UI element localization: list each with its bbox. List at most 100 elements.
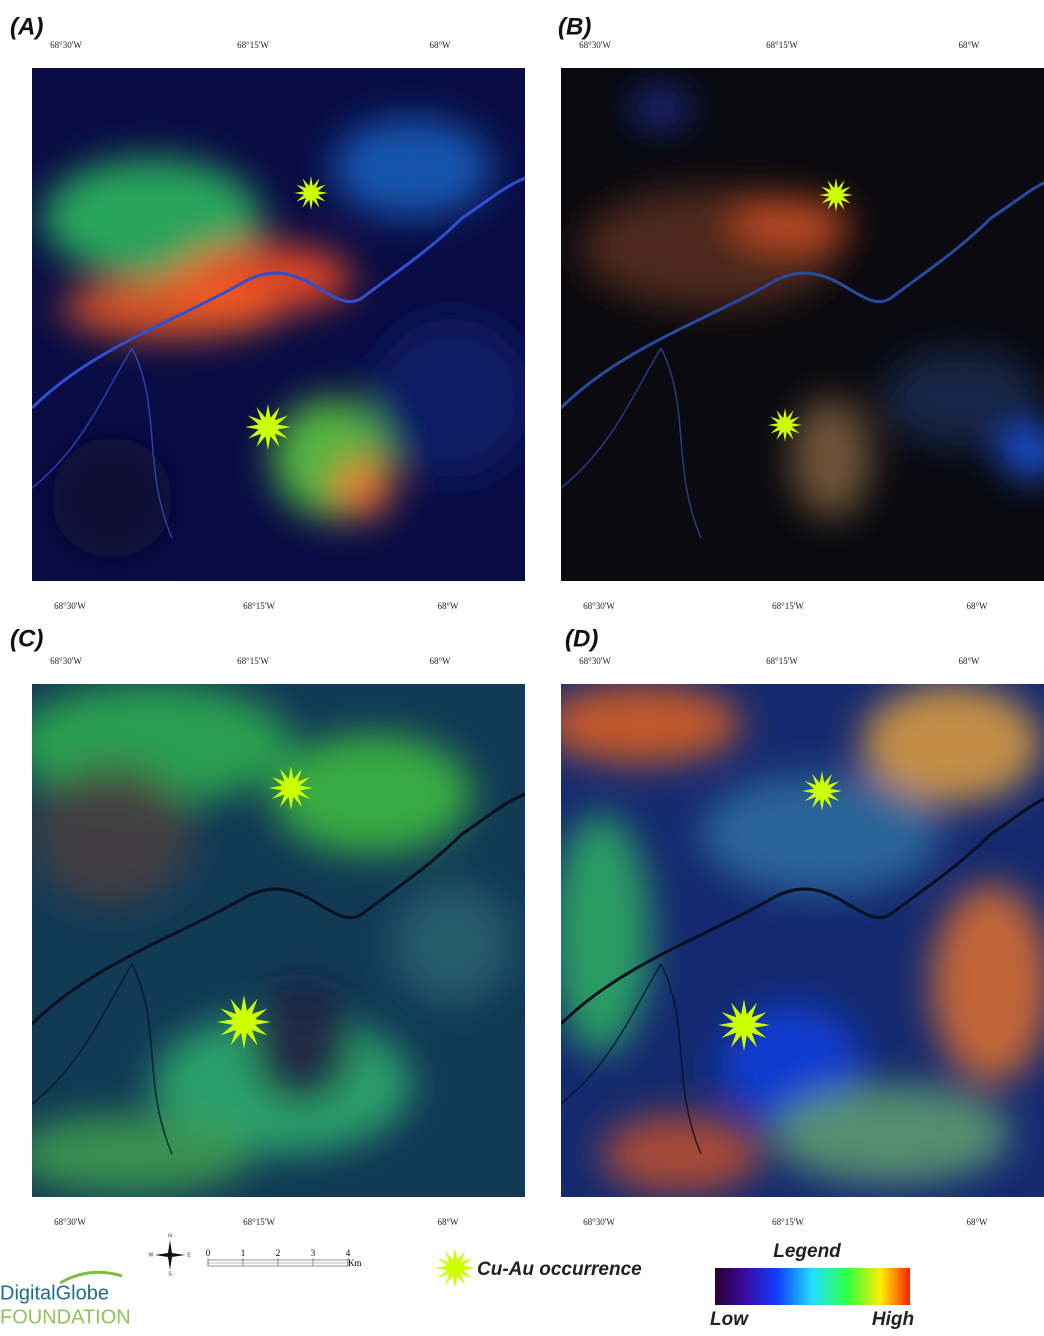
map-blob: [32, 1114, 252, 1194]
longitude-bottom: 68°W: [966, 1217, 988, 1227]
longitude-top: 68°W: [958, 656, 980, 666]
map-blob: [1001, 428, 1044, 478]
map-blob: [701, 774, 941, 894]
marker-symbol: [435, 1248, 475, 1288]
legend-high: High: [872, 1309, 914, 1330]
longitude-bottom: 68°15'W: [243, 601, 275, 611]
tributary: [561, 347, 702, 539]
longitude-bottom: 68°30'W: [583, 1217, 615, 1227]
map-blob: [561, 814, 651, 1054]
cu-au-marker: [269, 766, 313, 810]
compass-n: N: [168, 1233, 172, 1239]
longitude-top: 68°30'W: [579, 656, 611, 666]
panel-label: (C): [10, 625, 43, 652]
map-panel: (B)68°30'W68°30'W68°15'W68°15'W68°W68°W: [558, 13, 1044, 611]
cu-au-marker: [217, 995, 271, 1049]
map-blob: [731, 198, 851, 248]
map-blob: [62, 278, 282, 338]
map-blob: [392, 884, 512, 1004]
scale-bar: Km 0 1 2 3 4: [206, 1248, 362, 1268]
cu-au-marker: [819, 178, 853, 212]
legend-title: Legend: [773, 1241, 841, 1262]
logo-line1: DigitalGlobe: [0, 1282, 109, 1304]
panels: (A)68°30'W68°30'W68°15'W68°15'W68°W68°W(…: [10, 13, 1044, 1227]
longitude-top: 68°W: [429, 656, 451, 666]
map-texture: [32, 684, 512, 1194]
map-panel: (D) 68°30'W 68°30'W 68°15'W 68°15'W 68°W 68°W: [561, 625, 1044, 1227]
scale-label: 4: [346, 1248, 351, 1258]
scale-label: 2: [276, 1248, 281, 1258]
cu-au-marker: [294, 176, 328, 210]
legend-ramp: [715, 1268, 910, 1305]
map-blob: [52, 438, 172, 558]
map-blob: [931, 884, 1044, 1084]
compass: N S W E: [149, 1233, 192, 1277]
map-blob: [881, 348, 1041, 448]
legend-low: Low: [710, 1309, 749, 1330]
map-texture: [561, 684, 1044, 1194]
map-panel: (C) 68°30'W 68°30'W 68°15'W 68°15'W 68°W 68°W: [10, 625, 525, 1227]
longitude-bottom: 68°15'W: [772, 1217, 804, 1227]
scale-label: 1: [241, 1248, 246, 1258]
scale-unit: Km: [348, 1258, 362, 1268]
map-base: [561, 68, 1044, 581]
map-blob: [42, 158, 262, 278]
map-blob: [631, 88, 691, 128]
map-texture: [42, 118, 525, 558]
map-blob: [561, 684, 741, 764]
longitude-bottom: 68°W: [437, 1217, 459, 1227]
map-image: [32, 684, 525, 1197]
marker-key: Cu-Au occurrence: [435, 1248, 642, 1288]
longitude-top: 68°15'W: [237, 40, 269, 50]
longitude-top: 68°15'W: [237, 656, 269, 666]
logo-line2: FOUNDATION: [0, 1306, 131, 1328]
map-image: [561, 684, 1044, 1197]
longitude-bottom: 68°W: [437, 601, 459, 611]
map-blob: [601, 1114, 761, 1194]
color-legend: Legend Low High: [710, 1241, 914, 1330]
marker-label: Cu-Au occurrence: [477, 1259, 642, 1280]
logo: DigitalGlobe FOUNDATION: [0, 1270, 131, 1328]
map-panel: (A) 68°30'W 68°30'W 68°15'W 68°15'W 68°W 68°W: [10, 13, 525, 611]
longitude-top: 68°W: [429, 40, 451, 50]
tributary: [32, 347, 173, 539]
map-image: [32, 68, 525, 581]
cu-au-marker: [718, 999, 770, 1051]
map-blob: [771, 1084, 1011, 1184]
scale-label: 3: [311, 1248, 316, 1258]
tributary: [32, 963, 173, 1155]
longitude-top: 68°30'W: [50, 656, 82, 666]
longitude-bottom: 68°30'W: [583, 601, 615, 611]
cu-au-marker: [768, 408, 802, 442]
compass-e: E: [187, 1252, 191, 1258]
map-image: [561, 68, 1044, 581]
longitude-top: 68°30'W: [579, 40, 611, 50]
longitude-bottom: 68°30'W: [54, 1217, 86, 1227]
map-blob: [332, 118, 492, 218]
longitude-top: 68°15'W: [766, 40, 798, 50]
longitude-top: 68°W: [958, 40, 980, 50]
panel-label: (D): [565, 625, 598, 652]
map-texture: [581, 88, 1044, 518]
map-blob: [32, 764, 192, 904]
river: [32, 176, 525, 410]
cu-au-marker: [245, 404, 291, 450]
river: [32, 792, 525, 1026]
longitude-top: 68°30'W: [50, 40, 82, 50]
map-blob: [791, 398, 871, 518]
panel-label: (A): [10, 13, 43, 40]
map-blob: [861, 684, 1041, 804]
longitude-bottom: 68°15'W: [772, 601, 804, 611]
tributary: [561, 963, 702, 1155]
map-blob: [332, 458, 392, 518]
longitude-bottom: 68°15'W: [243, 1217, 275, 1227]
compass-s: S: [168, 1271, 172, 1277]
longitude-bottom: 68°W: [966, 601, 988, 611]
longitude-top: 68°15'W: [766, 656, 798, 666]
longitude-bottom: 68°30'W: [54, 601, 86, 611]
compass-w: W: [149, 1252, 154, 1258]
map-blob: [272, 734, 472, 854]
scale-label: 0: [206, 1248, 211, 1258]
panel-label: (B): [558, 13, 591, 40]
